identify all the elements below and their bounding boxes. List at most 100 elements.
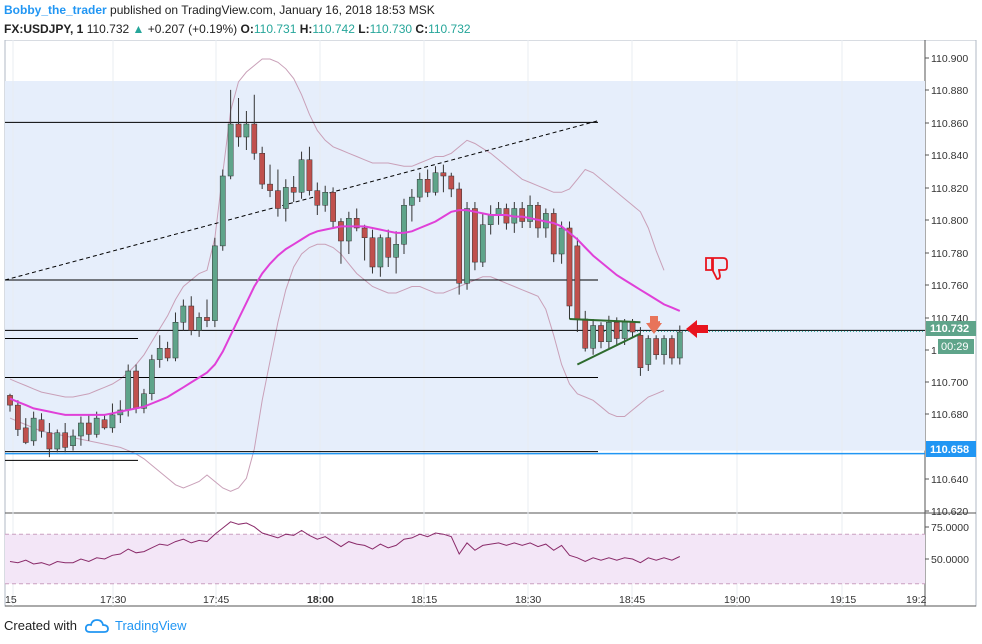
candle bbox=[38, 413, 45, 438]
candle bbox=[85, 414, 92, 441]
candle-body bbox=[401, 205, 407, 245]
candle-body bbox=[54, 432, 61, 450]
rsi-tick-label: 50.0000 bbox=[931, 554, 969, 566]
author-link[interactable]: Bobby_the_trader bbox=[4, 3, 107, 17]
candle-body bbox=[314, 190, 321, 206]
candle-body bbox=[204, 317, 210, 321]
candle bbox=[109, 403, 116, 433]
candle-body bbox=[676, 331, 683, 359]
candle-body bbox=[188, 305, 195, 331]
candle-body bbox=[338, 221, 344, 242]
triangle-upper-line bbox=[569, 318, 641, 324]
candle-body bbox=[148, 359, 155, 394]
candle-body bbox=[196, 317, 202, 331]
candle bbox=[204, 299, 210, 328]
support-price-label: 110.658 bbox=[930, 444, 969, 456]
candle bbox=[464, 202, 470, 290]
candle bbox=[653, 335, 660, 360]
candle bbox=[456, 182, 463, 295]
candle bbox=[101, 414, 108, 430]
candle-body bbox=[30, 417, 37, 442]
symbol-info: FX:USDJPY, 1 110.732 ▲ +0.207 (+0.19%) O… bbox=[4, 22, 471, 36]
candle-body bbox=[62, 432, 69, 448]
candle-body bbox=[566, 227, 573, 307]
candle-body bbox=[243, 123, 250, 138]
time-tick-label: 18:45 bbox=[619, 594, 645, 606]
candle-body bbox=[661, 338, 667, 355]
candle bbox=[54, 429, 61, 453]
candle-body bbox=[180, 305, 187, 323]
candle bbox=[401, 198, 407, 254]
candle-body bbox=[141, 393, 147, 409]
candle-body bbox=[267, 183, 273, 191]
candle bbox=[322, 185, 329, 212]
price-tick-label: 110.620 bbox=[931, 506, 968, 518]
candle bbox=[432, 166, 439, 196]
candle-body bbox=[527, 205, 533, 222]
candle-body bbox=[70, 435, 76, 446]
candle-body bbox=[550, 213, 557, 255]
price-tick-label: 110.880 bbox=[931, 85, 968, 97]
candle-body bbox=[109, 414, 116, 429]
thumbs-down-shape bbox=[705, 257, 728, 280]
candle-body bbox=[574, 245, 581, 320]
candle-body bbox=[535, 205, 541, 229]
candle bbox=[566, 221, 573, 319]
candle-body bbox=[101, 419, 108, 429]
candle bbox=[472, 202, 478, 271]
candle bbox=[219, 169, 226, 251]
candle bbox=[164, 341, 171, 362]
tradingview-link[interactable]: TradingView bbox=[114, 618, 187, 633]
candle bbox=[519, 202, 526, 228]
price-tick-label: 110.900 bbox=[931, 53, 968, 65]
candle bbox=[212, 237, 218, 328]
candle bbox=[172, 312, 179, 362]
candle bbox=[156, 335, 163, 368]
candle bbox=[267, 164, 273, 198]
candle-body bbox=[235, 123, 242, 138]
candle-body bbox=[472, 208, 478, 263]
created-with-text: Created with bbox=[4, 618, 77, 633]
time-tick-label: 18:30 bbox=[515, 594, 541, 606]
candle-body bbox=[227, 123, 234, 177]
open-value: 110.731 bbox=[253, 22, 297, 36]
candle bbox=[227, 89, 234, 180]
candle-body bbox=[78, 422, 84, 437]
high-label: H: bbox=[299, 22, 313, 36]
symbol-ticker: FX:USDJPY, 1 bbox=[4, 22, 84, 36]
left-arrow-icon bbox=[686, 320, 708, 338]
candle bbox=[345, 211, 352, 254]
low-label: L: bbox=[358, 22, 370, 36]
price-tick-label: 110.680 bbox=[931, 409, 968, 421]
candle bbox=[385, 229, 392, 267]
publish-header: Bobby_the_trader published on TradingVie… bbox=[4, 3, 435, 17]
price-tick-label: 110.780 bbox=[931, 248, 968, 260]
candle bbox=[243, 111, 250, 150]
rsi-line bbox=[9, 521, 681, 566]
candle bbox=[637, 327, 644, 376]
candle-body bbox=[590, 325, 596, 349]
candle bbox=[377, 234, 384, 277]
price-chart[interactable]: 110.900 110.880 110.860 110.840 110.820 110.8… bbox=[0, 40, 982, 612]
candle-body bbox=[282, 187, 289, 209]
candle bbox=[558, 221, 565, 264]
candle-body bbox=[456, 188, 463, 284]
time-tick-label: 19:00 bbox=[724, 594, 750, 606]
candle-body bbox=[125, 370, 132, 411]
publish-info: published on TradingView.com, January 16… bbox=[110, 3, 435, 17]
price-tick-label: 110.700 bbox=[931, 377, 968, 389]
candle bbox=[306, 146, 313, 196]
candle bbox=[275, 169, 281, 217]
candle-body bbox=[85, 422, 92, 435]
candle-body bbox=[133, 370, 139, 409]
candle bbox=[251, 94, 258, 160]
triangle-lower-line bbox=[576, 332, 641, 366]
candle-body bbox=[621, 322, 628, 339]
candle-body bbox=[385, 237, 392, 258]
candle bbox=[645, 335, 652, 371]
candle bbox=[314, 182, 321, 215]
candle-body bbox=[519, 208, 526, 222]
candle bbox=[70, 429, 76, 451]
candle-body bbox=[669, 338, 675, 359]
candle bbox=[448, 172, 455, 198]
